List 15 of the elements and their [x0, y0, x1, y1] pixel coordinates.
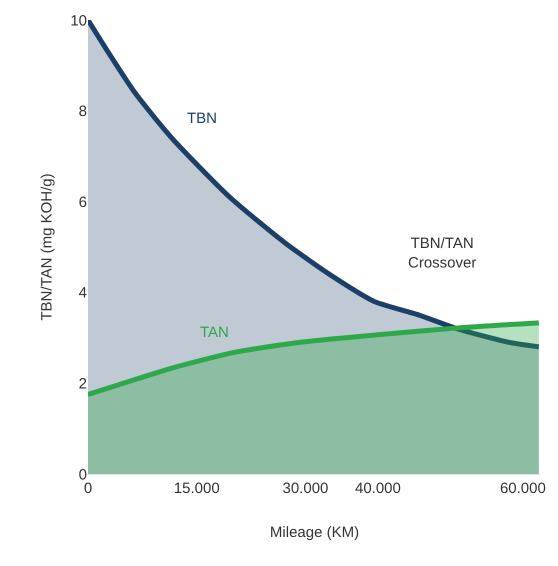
x-tick-label: 40.000 — [354, 480, 401, 497]
series-label: TBN — [187, 110, 217, 127]
x-tick-label: 15.000 — [174, 480, 220, 497]
y-axis-title: TBN/TAN (mg KOH/g) — [38, 173, 56, 321]
y-tick-label: 10 — [70, 12, 87, 30]
y-tick-label: 2 — [78, 375, 87, 392]
x-tick-label: 60.000 — [500, 480, 546, 497]
y-tick-label: 4 — [78, 284, 87, 302]
y-tick-label: 0 — [78, 466, 87, 484]
series-label: TAN — [200, 324, 229, 341]
annotation: TBN/TAN Crossover — [408, 235, 476, 272]
x-axis-title: Mileage (KM) — [270, 524, 360, 541]
y-tick-label: 8 — [78, 103, 87, 120]
x-tick-label: 30.000 — [282, 480, 328, 497]
y-tick-label: 6 — [78, 194, 87, 211]
